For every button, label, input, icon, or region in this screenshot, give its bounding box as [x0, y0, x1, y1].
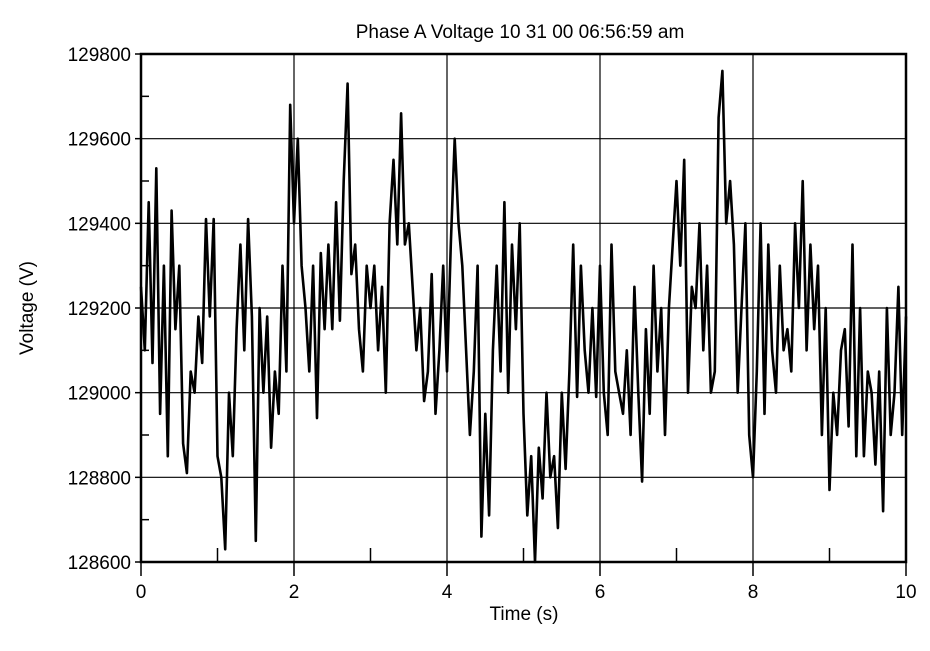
x-axis-label: Time (s): [490, 604, 559, 625]
y-tick-label: 129000: [68, 384, 131, 405]
y-tick-label: 129400: [68, 214, 131, 235]
y-tick-label: 128800: [68, 468, 131, 489]
y-axis-label: Voltage (V): [17, 261, 38, 355]
x-tick-label: 4: [442, 582, 453, 603]
plot-frame: [139, 52, 908, 564]
voltage-series-line: [139, 69, 908, 564]
chart-title: Phase A Voltage 10 31 00 06:56:59 am: [356, 22, 685, 43]
y-tick-label: 128600: [68, 553, 131, 574]
x-tick-label: 10: [895, 582, 916, 603]
axis-ticks: 0 2 4 6 8 10 128600 128800 129000 129200 129400 129…: [68, 45, 917, 603]
x-tick-label: 0: [136, 582, 147, 603]
x-tick-label: 6: [595, 582, 606, 603]
x-tick-label: 2: [289, 582, 300, 603]
y-tick-label: 129600: [68, 130, 131, 151]
x-tick-label: 8: [748, 582, 759, 603]
y-tick-label: 129200: [68, 299, 131, 320]
y-tick-label: 129800: [68, 45, 131, 66]
series-group: [139, 69, 908, 564]
